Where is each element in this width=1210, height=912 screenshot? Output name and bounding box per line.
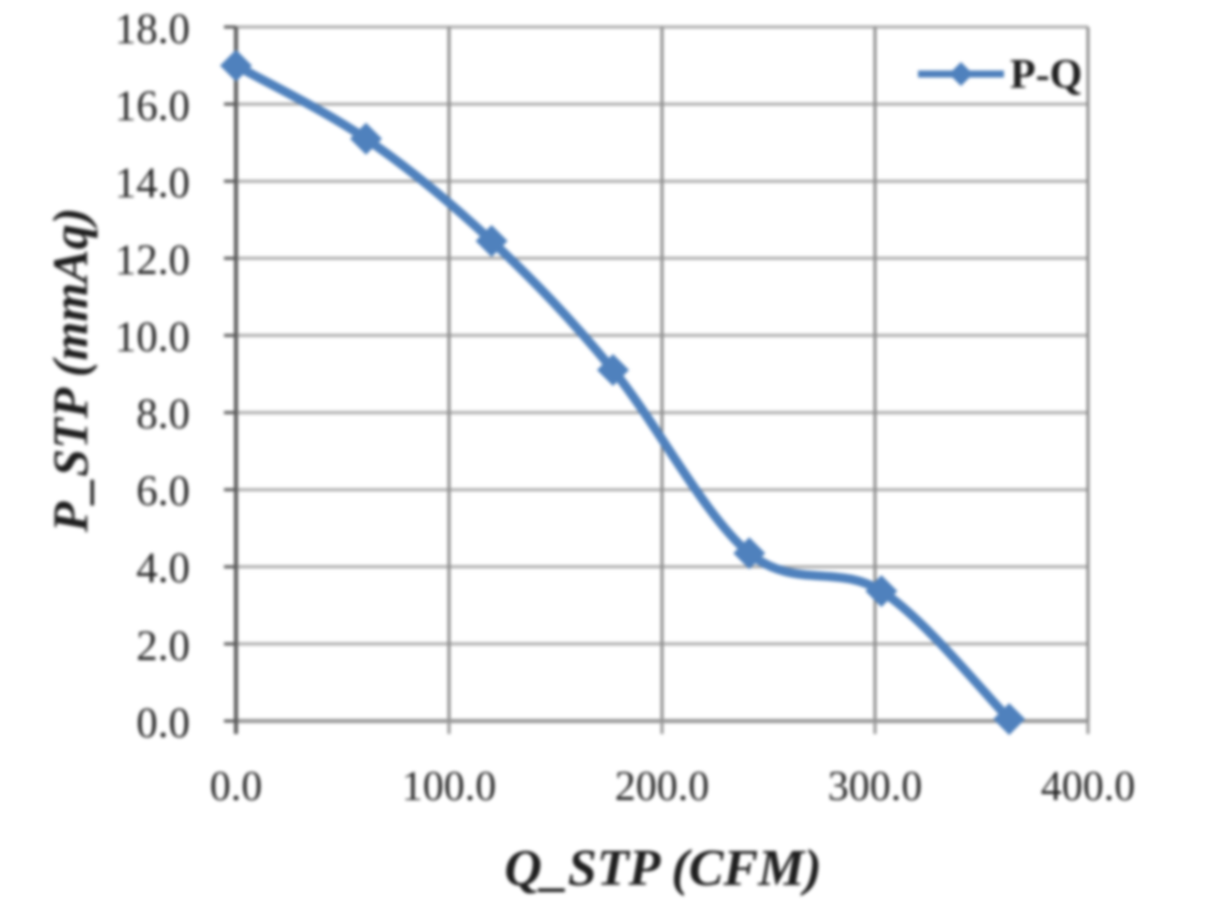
svg-text:14.0: 14.0	[115, 160, 190, 207]
svg-text:0.0: 0.0	[136, 700, 190, 747]
svg-text:6.0: 6.0	[136, 468, 190, 515]
svg-text:12.0: 12.0	[115, 237, 190, 284]
svg-text:4.0: 4.0	[136, 545, 190, 592]
svg-text:P_STP (mmAq): P_STP (mmAq)	[42, 208, 98, 534]
svg-text:P-Q: P-Q	[1010, 52, 1082, 98]
svg-text:200.0: 200.0	[615, 764, 710, 810]
svg-text:18.0: 18.0	[115, 6, 190, 53]
svg-text:Q_STP (CFM): Q_STP (CFM)	[504, 840, 821, 897]
svg-text:8.0: 8.0	[136, 391, 190, 438]
svg-text:2.0: 2.0	[136, 623, 190, 670]
svg-text:0.0: 0.0	[210, 764, 263, 810]
svg-text:100.0: 100.0	[402, 764, 497, 810]
svg-text:16.0: 16.0	[115, 83, 190, 130]
svg-text:400.0: 400.0	[1041, 764, 1136, 810]
svg-text:10.0: 10.0	[115, 314, 190, 361]
svg-text:300.0: 300.0	[828, 764, 923, 810]
